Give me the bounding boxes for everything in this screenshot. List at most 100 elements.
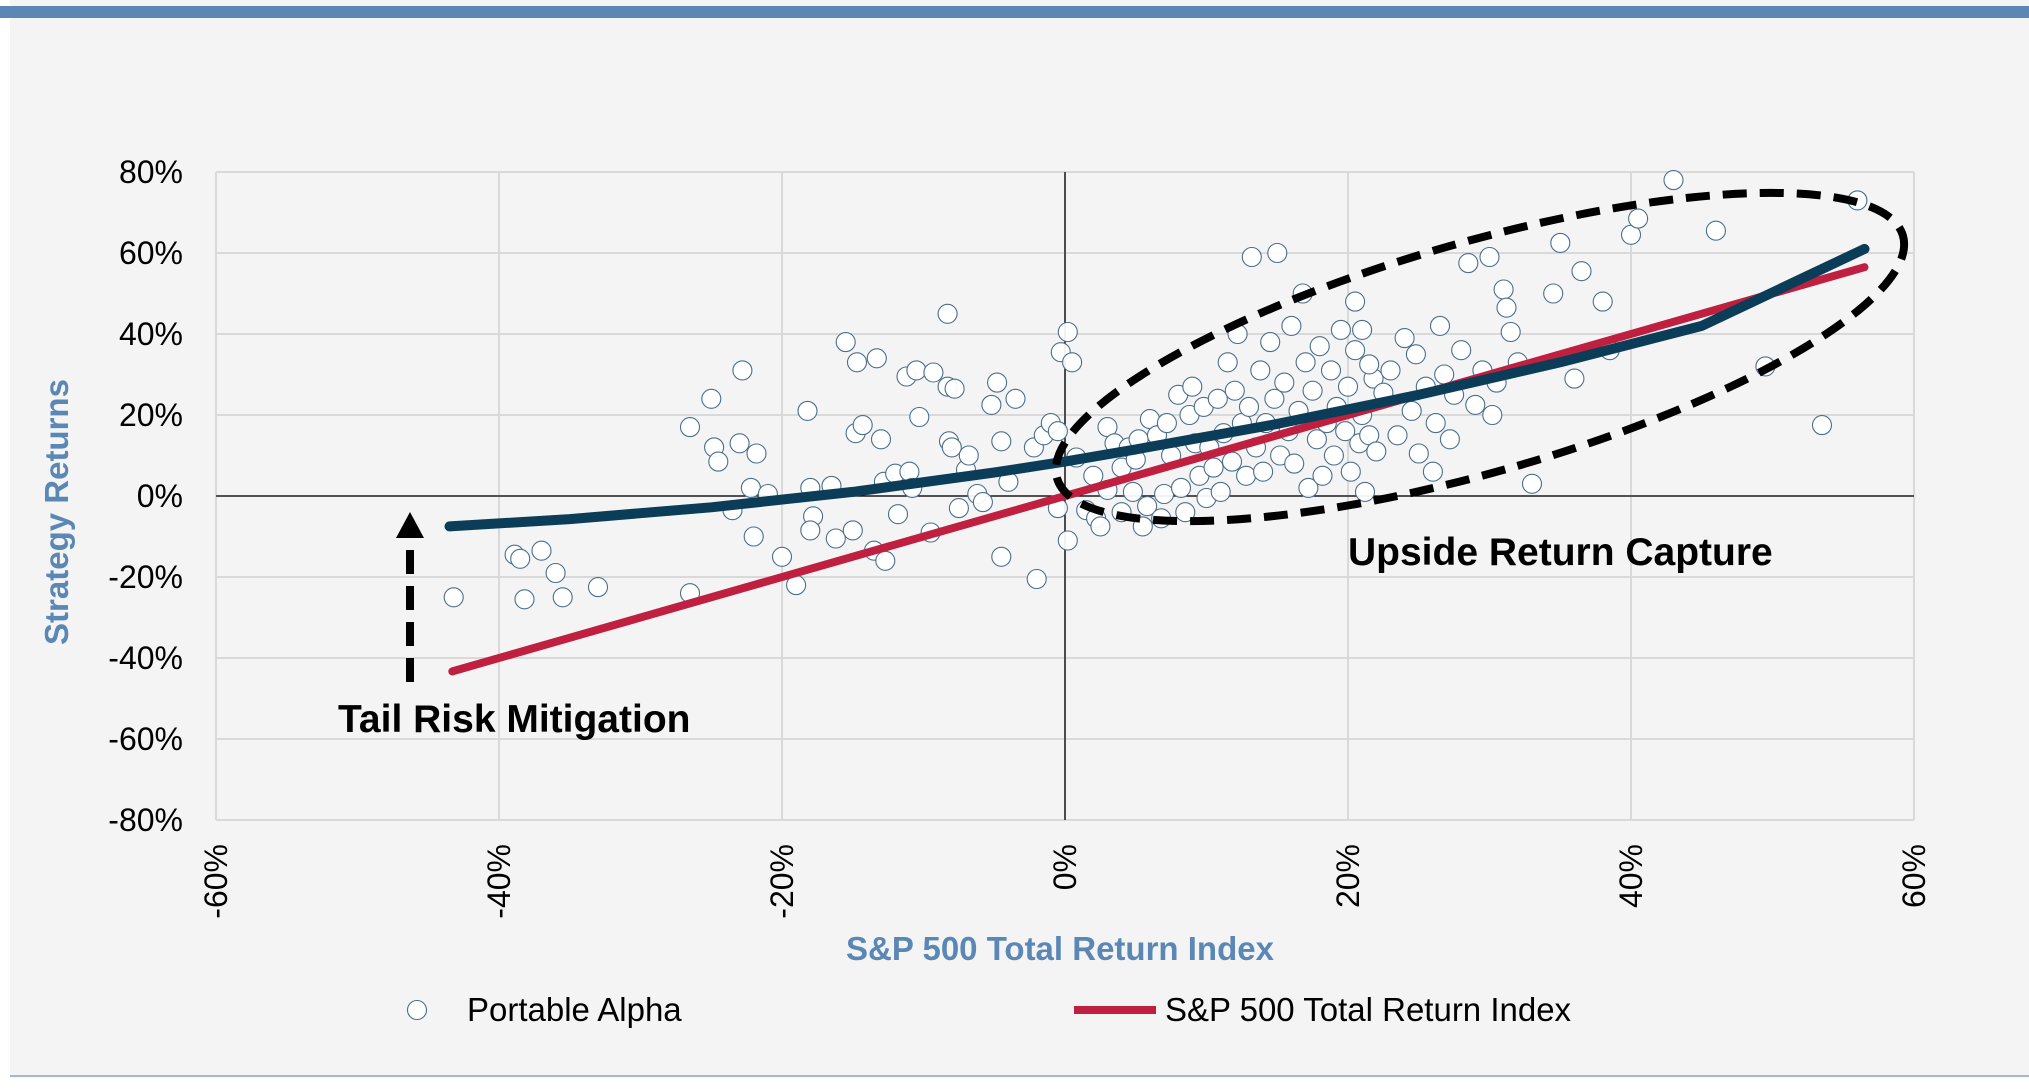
scatter-point: [1182, 376, 1203, 397]
scatter-point: [1241, 246, 1262, 268]
y-tick-label: -40%: [108, 640, 183, 676]
scatter-point: [1439, 429, 1460, 450]
sp500-line: [448, 263, 1869, 676]
x-tick-label: 40%: [1613, 844, 1649, 908]
scatter-point: [701, 388, 722, 409]
scatter-point: [1207, 388, 1228, 409]
scatter-point: [991, 546, 1012, 567]
y-tick-label: 40%: [119, 316, 183, 352]
upside-ellipse: [1051, 188, 1909, 526]
y-tick-label: -60%: [108, 721, 183, 757]
scatter-point: [545, 562, 566, 584]
scatter-point: [906, 360, 927, 381]
scatter-point: [852, 415, 873, 436]
scatter-point: [842, 520, 863, 541]
scatter-point: [1543, 283, 1564, 304]
scatter-point: [1496, 297, 1517, 318]
scatter-point: [972, 492, 993, 513]
scatter-point: [846, 352, 868, 373]
x-axis-title: S&P 500 Total Return Index: [846, 930, 1275, 967]
scatter-point: [1500, 321, 1521, 343]
scatter-point: [1366, 441, 1387, 462]
scatter-point: [740, 477, 761, 498]
scatter-point: [1493, 279, 1514, 300]
scatter-point: [1521, 473, 1543, 494]
scatter-point: [587, 577, 609, 598]
scatter-point: [1408, 443, 1429, 464]
scatter-point: [1394, 328, 1415, 349]
scatter-point: [1302, 380, 1323, 401]
scatter-point: [743, 526, 764, 547]
scatter-point: [1451, 340, 1472, 361]
scatter-point: [1811, 415, 1833, 436]
scatter-point: [1550, 232, 1571, 253]
scatter-point: [1298, 477, 1319, 498]
scatter-point: [1335, 421, 1356, 442]
scatter-point: [1267, 242, 1288, 264]
scatter-point: [887, 504, 909, 525]
scatter-point: [1705, 220, 1726, 241]
scatter-point: [991, 431, 1012, 452]
y-tick-label: 60%: [119, 235, 183, 271]
scatter-point: [937, 303, 958, 324]
scatter-point: [866, 348, 887, 369]
legend-label-portable-alpha: Portable Alpha: [467, 991, 682, 1028]
scatter-point: [1422, 461, 1443, 482]
scatter-point: [800, 520, 821, 541]
scatter-point: [1203, 457, 1224, 478]
tail-annotation: Tail Risk Mitigation: [338, 698, 690, 741]
scatter-point: [948, 498, 969, 519]
scatter-point: [1306, 429, 1327, 450]
x-tick-label: -60%: [198, 844, 234, 919]
scatter-point: [1221, 451, 1243, 472]
x-tick-label: 0%: [1047, 844, 1083, 890]
x-tick-label: -40%: [481, 844, 517, 919]
scatter-point: [1345, 340, 1366, 361]
x-tick-label: -20%: [764, 844, 800, 919]
scatter-point: [1571, 261, 1592, 282]
scatter-point: [1592, 291, 1613, 312]
scatter-point: [1210, 481, 1231, 502]
scatter-point: [1170, 477, 1192, 498]
scatter-point: [1405, 344, 1426, 365]
legend-marker-portable-alpha: [406, 999, 428, 1021]
upside-annotation: Upside Return Capture: [1348, 531, 1773, 574]
top-accent-bar: [0, 6, 2029, 18]
y-tick-label: -80%: [108, 802, 183, 838]
scatter-point: [1238, 396, 1260, 417]
scatter-point: [941, 437, 962, 458]
y-tick-label: 80%: [119, 154, 183, 190]
scatter-point: [1663, 170, 1684, 191]
scatter-point: [981, 394, 1002, 415]
annotations: Upside Return Capture Tail Risk Mitigatio…: [338, 188, 1909, 741]
scatter-point: [679, 417, 701, 438]
scatter-point: [1274, 372, 1295, 393]
legend-label-sp500: S&P 500 Total Return Index: [1165, 991, 1572, 1028]
scatter-point: [987, 372, 1008, 393]
y-tick-label: -20%: [108, 559, 183, 595]
scatter-point: [1323, 445, 1344, 466]
scatter-point: [514, 589, 535, 610]
scatter-point: [1156, 413, 1177, 434]
scatter-point: [1284, 453, 1305, 474]
scatter-point: [1057, 530, 1078, 551]
scatter-point: [1175, 502, 1196, 523]
x-tick-label: 60%: [1896, 844, 1932, 908]
scatter-point: [825, 528, 846, 549]
scatter-point: [1434, 364, 1455, 385]
scatter-point: [1281, 315, 1302, 336]
y-tick-labels: 80% 60% 40% 20% 0% -20% -40% -60% -80%: [108, 154, 183, 838]
scatter-point: [1387, 425, 1408, 446]
scatter-point: [958, 445, 979, 466]
scatter-point: [1359, 354, 1380, 375]
scatter-point: [1154, 483, 1175, 505]
scatter-point: [732, 360, 753, 381]
scatter-point: [1047, 421, 1068, 442]
y-tick-label: 0%: [137, 478, 183, 514]
scatter-point: [1026, 568, 1047, 590]
scatter-point: [909, 406, 930, 428]
x-tick-label: 20%: [1330, 844, 1366, 908]
scatter-point: [1337, 376, 1359, 397]
scatter-point: [1352, 319, 1373, 340]
